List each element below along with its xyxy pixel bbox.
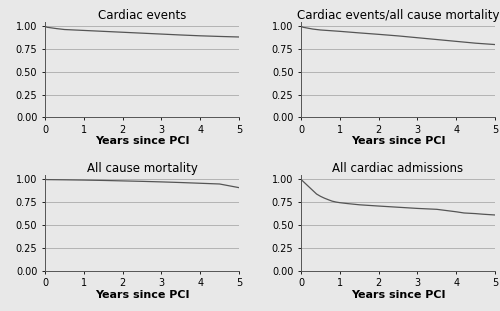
Title: All cardiac admissions: All cardiac admissions [332, 162, 464, 175]
Title: Cardiac events/all cause mortality: Cardiac events/all cause mortality [297, 9, 500, 22]
X-axis label: Years since PCI: Years since PCI [351, 137, 446, 146]
X-axis label: Years since PCI: Years since PCI [94, 137, 189, 146]
Title: All cause mortality: All cause mortality [86, 162, 198, 175]
Title: Cardiac events: Cardiac events [98, 9, 186, 22]
X-axis label: Years since PCI: Years since PCI [351, 290, 446, 299]
X-axis label: Years since PCI: Years since PCI [94, 290, 189, 299]
